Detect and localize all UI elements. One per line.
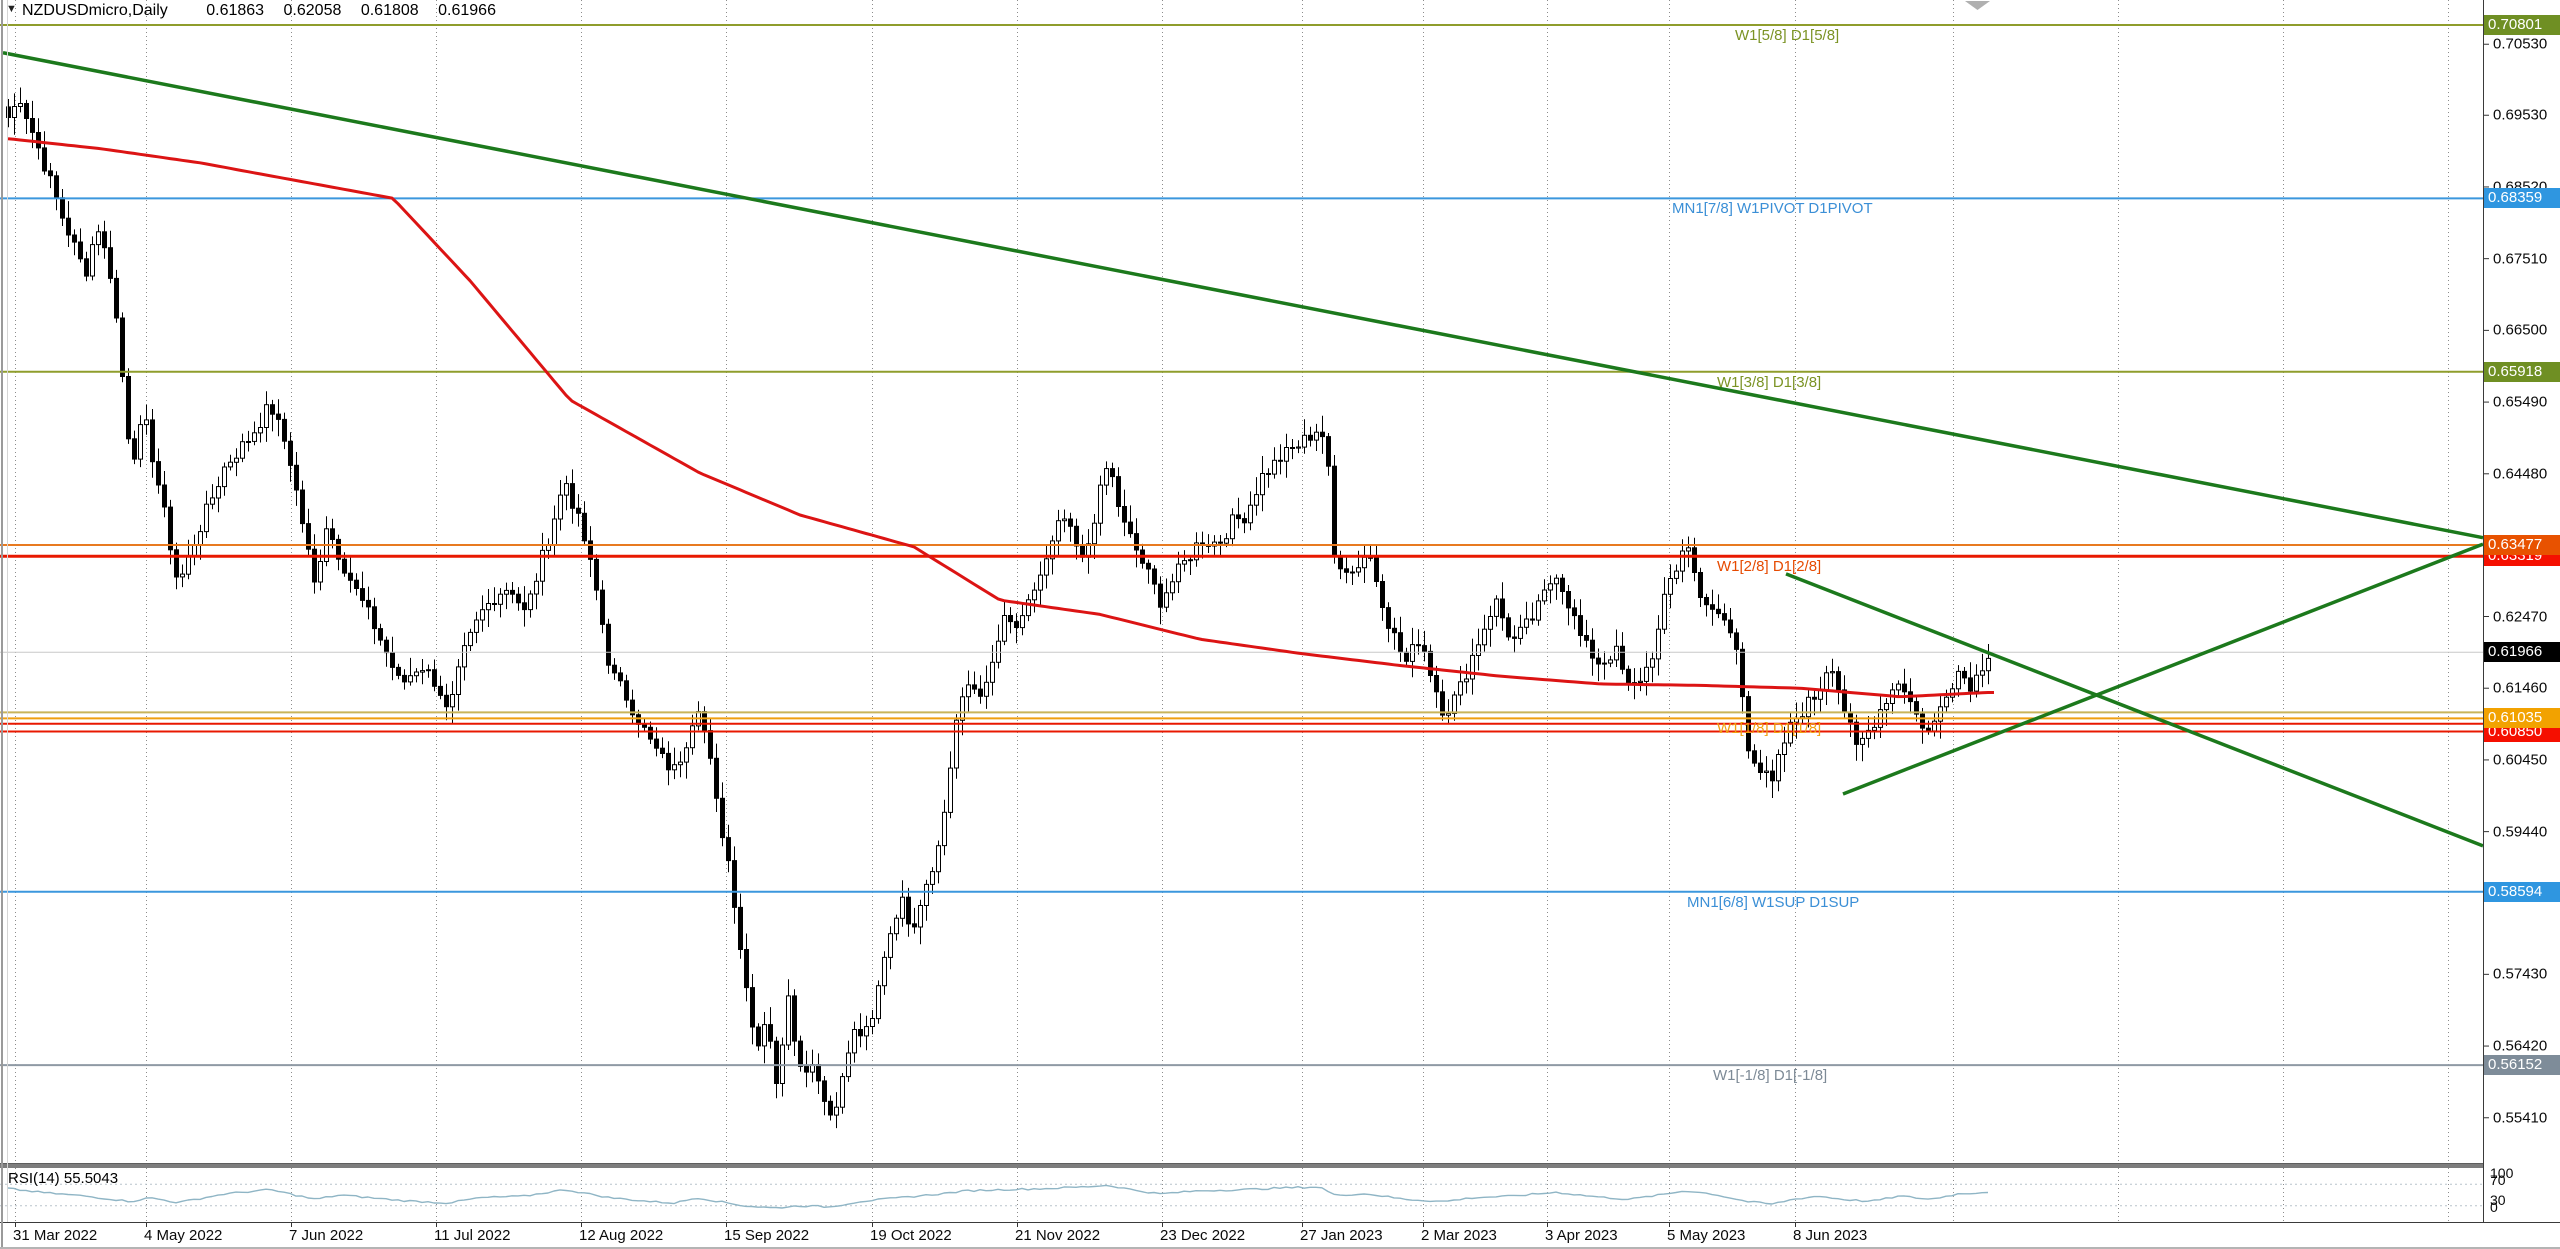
date-label: 2 Mar 2023 — [1421, 1227, 1497, 1244]
price-tick-label: 0.56420 — [2493, 1037, 2548, 1055]
rsi-scale-label: 0 — [2490, 1199, 2498, 1215]
date-label: 31 Mar 2022 — [13, 1227, 98, 1244]
date-label: 27 Jan 2023 — [1300, 1227, 1383, 1244]
price-badge: 0.61035 — [2484, 708, 2560, 729]
date-label: 15 Sep 2022 — [724, 1227, 810, 1244]
level-label: W1[-1/8] D1[-1/8] — [1713, 1067, 1828, 1085]
price-tick-label: 0.62470 — [2493, 608, 2548, 625]
price-tick-label: 0.70530 — [2493, 35, 2548, 53]
indicator-pane-separator[interactable] — [0, 1163, 2483, 1168]
date-label: 19 Oct 2022 — [870, 1227, 952, 1244]
chart-title-bar: NZDUSDmicro,Daily 0.61863 0.62058 0.6180… — [0, 2, 496, 22]
level-label: W1[5/8] D1[5/8] — [1735, 27, 1840, 44]
level-label: MN1[6/8] W1SUP D1SUP — [1687, 893, 1860, 911]
rsi-scale-label: 100 — [2490, 1165, 2514, 1181]
date-label: 8 Jun 2023 — [1793, 1227, 1868, 1244]
price-badge: 0.58594 — [2484, 881, 2560, 902]
rsi-indicator-label: RSI(14) 55.5043 — [8, 1170, 119, 1187]
quote-open: 0.61863 — [206, 2, 265, 19]
window-left-inner-border — [7, 0, 8, 1222]
price-tick-label: 0.67510 — [2493, 250, 2548, 268]
trendline[interactable] — [1785, 572, 2484, 848]
trendline[interactable] — [2, 51, 2484, 540]
date-label: 5 May 2023 — [1667, 1227, 1746, 1244]
price-badge: 0.70801 — [2484, 15, 2560, 35]
price-tick-label: 0.57430 — [2493, 965, 2548, 983]
symbol-period-label: NZDUSDmicro,Daily — [22, 2, 168, 19]
level-label: W1[1/8] D1[1/8] — [1717, 720, 1822, 738]
level-label: MN1[7/8] W1PIVOT D1PIVOT — [1672, 200, 1873, 218]
price-tick-label: 0.65490 — [2493, 393, 2548, 411]
rsi-line — [7, 1184, 1989, 1209]
price-axis-border — [2483, 0, 2484, 1222]
chart-shift-marker[interactable] — [1965, 1, 1990, 10]
date-label: 23 Dec 2022 — [1160, 1227, 1246, 1244]
price-tick-label: 0.60450 — [2493, 751, 2548, 769]
rsi-scale-label: 70 — [2490, 1172, 2506, 1188]
price-badge: 0.65918 — [2484, 361, 2560, 382]
date-label: 12 Aug 2022 — [579, 1227, 664, 1244]
price-badge: 0.56152 — [2484, 1055, 2560, 1076]
price-tick-label: 0.69530 — [2493, 106, 2548, 124]
window-bottom-border — [0, 1247, 2560, 1249]
price-tick-label: 0.64480 — [2493, 465, 2548, 483]
candlesticks — [6, 87, 1991, 1129]
quote-high: 0.62058 — [283, 2, 342, 19]
price-badge: 0.68359 — [2484, 188, 2560, 209]
level-label: W1[3/8] D1[3/8] — [1717, 373, 1822, 391]
moving-average-line[interactable] — [7, 137, 1994, 699]
price-tick-label: 0.61460 — [2493, 679, 2548, 697]
level-label: W1[2/8] D1[2/8] — [1717, 558, 1822, 576]
date-label: 4 May 2022 — [144, 1227, 223, 1244]
price-badge: 0.61966 — [2484, 642, 2560, 663]
rsi-scale-label: 30 — [2490, 1192, 2506, 1208]
window-left-border — [1, 0, 3, 1249]
price-tick-label: 0.59440 — [2493, 823, 2548, 841]
date-label: 21 Nov 2022 — [1015, 1227, 1101, 1244]
price-tick-label: 0.55410 — [2493, 1109, 2548, 1127]
date-label: 7 Jun 2022 — [289, 1227, 364, 1244]
chart-collapse-icon[interactable]: ▼ — [6, 3, 17, 15]
date-label: 3 Apr 2023 — [1545, 1227, 1618, 1244]
time-axis-border — [0, 1222, 2560, 1223]
quote-low: 0.61808 — [360, 2, 419, 19]
trendline[interactable] — [1842, 542, 2484, 796]
price-tick-label: 0.66500 — [2493, 321, 2548, 339]
quote-close: 0.61966 — [438, 2, 496, 19]
date-label: 11 Jul 2022 — [434, 1227, 511, 1244]
price-badge: 0.63477 — [2484, 535, 2560, 555]
